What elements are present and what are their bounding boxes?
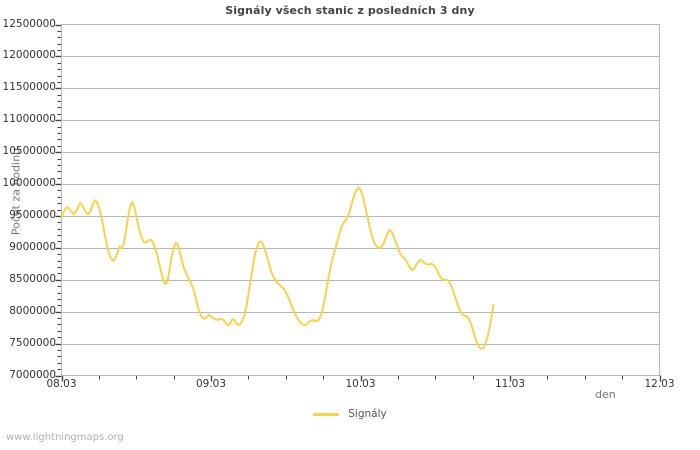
y-axis-tick-label: 9000000 <box>9 240 56 253</box>
legend-item-signaly[interactable]: Signály <box>313 408 387 420</box>
x-axis-tick-label: 10.03 <box>345 378 376 390</box>
x-axis-tick-label: 12.03 <box>644 378 675 390</box>
y-axis-tick-label: 11500000 <box>2 81 56 94</box>
y-axis-tick-label: 11000000 <box>2 113 56 126</box>
series-line-signaly <box>60 186 495 350</box>
x-axis-tick-label: 09.03 <box>195 378 227 390</box>
chart-legend: Signály <box>0 408 700 420</box>
y-axis-tick-label: 7000000 <box>9 368 56 381</box>
axis-ticks <box>55 24 662 382</box>
plot-frame <box>61 24 660 376</box>
y-axis-tick-label: 12500000 <box>2 17 56 30</box>
legend-item-label: Signály <box>348 408 387 420</box>
grid-lines <box>61 56 660 345</box>
chart-title: Signály všech stanic z posledních 3 dny <box>225 4 475 17</box>
y-axis-tick-label: 7500000 <box>9 336 56 349</box>
y-axis-tick-label: 8000000 <box>9 304 56 317</box>
x-axis-tick-label: 11.03 <box>494 378 526 390</box>
x-axis-tick-label: 08.03 <box>46 378 77 390</box>
y-axis-tick-label: 10500000 <box>2 145 56 158</box>
legend-color-swatch <box>313 412 340 416</box>
y-axis-tick-label: 12000000 <box>2 49 56 62</box>
y-axis-tick-label: 10000000 <box>2 177 56 190</box>
y-axis-tick-label: 9500000 <box>9 208 56 221</box>
watermark-text: www.lightningmaps.org <box>6 432 124 443</box>
x-axis-label: den <box>595 388 616 401</box>
y-axis-tick-label: 8500000 <box>9 272 56 285</box>
